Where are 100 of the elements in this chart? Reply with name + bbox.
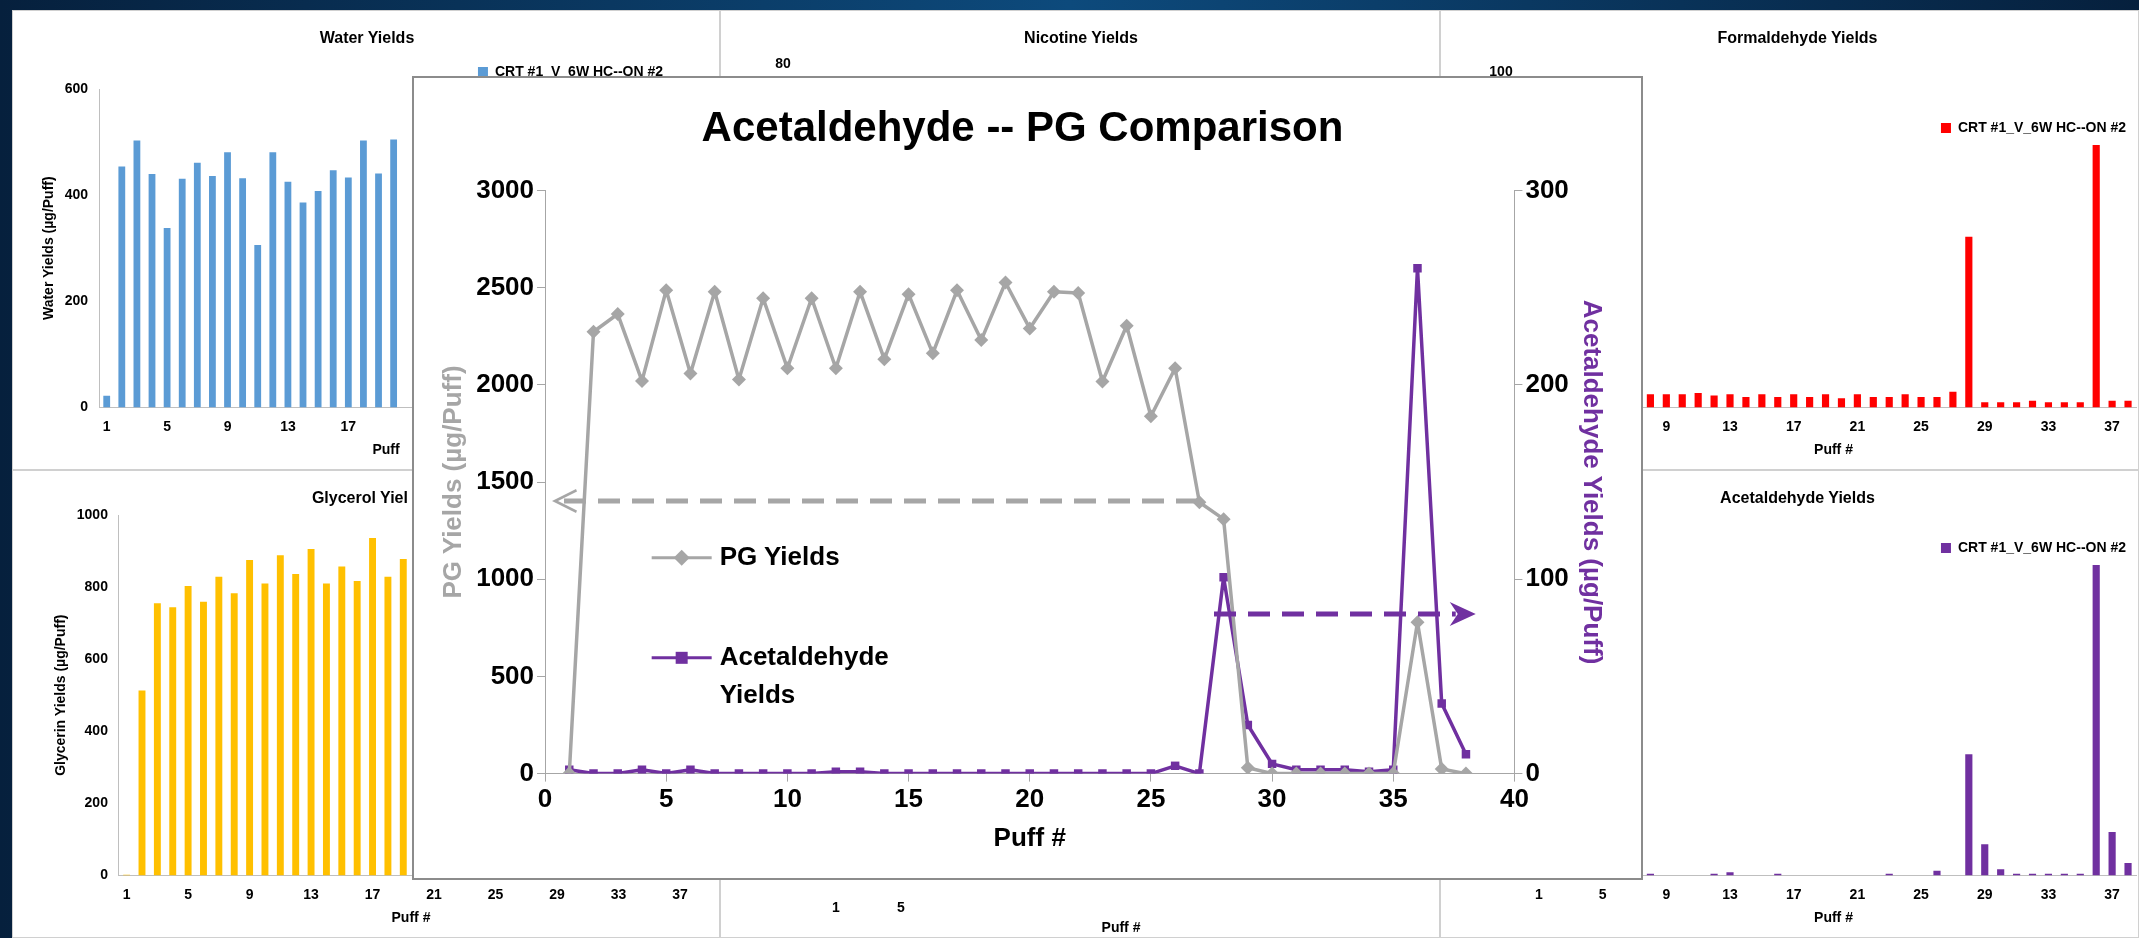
x-tick-label: 37 bbox=[2104, 885, 2121, 902]
y-axis-title: PG Yields (µg/Puff) bbox=[436, 365, 467, 599]
bar bbox=[1885, 396, 1893, 408]
bar bbox=[1806, 396, 1814, 408]
y-tick-label: 2500 bbox=[476, 270, 535, 301]
x-tick-label: 13 bbox=[303, 885, 320, 902]
bar bbox=[1997, 869, 2005, 876]
y-tick-label: 1000 bbox=[76, 505, 109, 522]
x-tick-label: 9 bbox=[223, 417, 232, 434]
y-tick-label: 0 bbox=[80, 398, 89, 415]
bar bbox=[2092, 565, 2100, 876]
bar bbox=[2013, 402, 2021, 408]
bar bbox=[1790, 394, 1798, 408]
chart-title: Acetaldehyde Yields bbox=[1720, 489, 1875, 507]
y-tick-label: 0 bbox=[100, 866, 109, 883]
bar bbox=[118, 166, 126, 408]
bar bbox=[184, 586, 192, 876]
bar bbox=[215, 576, 223, 876]
bar bbox=[193, 162, 201, 408]
point bbox=[1216, 512, 1231, 527]
bar bbox=[1710, 395, 1718, 408]
point bbox=[1143, 409, 1158, 424]
point bbox=[1119, 318, 1134, 333]
chart-title: Formaldehyde Yields bbox=[1717, 29, 1878, 47]
bar bbox=[224, 152, 231, 408]
bar bbox=[314, 190, 322, 408]
bar bbox=[269, 152, 277, 408]
point bbox=[925, 346, 940, 361]
bar bbox=[1901, 394, 1909, 408]
bar bbox=[1965, 754, 1973, 876]
x-tick-label: 1 bbox=[102, 417, 111, 434]
x-tick-label: 9 bbox=[1662, 885, 1671, 902]
x-tick-label: 25 bbox=[1913, 885, 1930, 902]
y-tick-label: 600 bbox=[64, 79, 89, 96]
bar bbox=[276, 555, 284, 876]
bar bbox=[1774, 396, 1782, 408]
point bbox=[1071, 286, 1086, 301]
point bbox=[998, 275, 1013, 290]
y-tick-label: 800 bbox=[84, 577, 109, 594]
point bbox=[1437, 699, 1446, 708]
bar bbox=[1726, 394, 1734, 408]
point bbox=[683, 366, 698, 381]
bar bbox=[1758, 394, 1766, 408]
bar bbox=[239, 178, 247, 408]
y-axis-title: Glycerin Yields (µg/Puff) bbox=[52, 614, 69, 776]
bar bbox=[369, 538, 377, 876]
y-tick-label: 500 bbox=[490, 659, 535, 690]
x-axis-title: Puff # bbox=[1814, 909, 1854, 926]
x-axis-title: Puff bbox=[372, 441, 401, 458]
y2-tick-label: 100 bbox=[1525, 562, 1569, 593]
bar bbox=[1694, 392, 1702, 408]
bar bbox=[103, 395, 111, 408]
x-tick-label: 35 bbox=[1378, 783, 1408, 814]
x-tick-label: 5 bbox=[1598, 885, 1607, 902]
x-tick-label: 29 bbox=[549, 885, 565, 902]
x-tick-label: 17 bbox=[1785, 885, 1802, 902]
x-tick-label: 21 bbox=[426, 885, 443, 902]
bar bbox=[353, 580, 361, 876]
x-tick-label: 9 bbox=[245, 885, 254, 902]
point bbox=[974, 333, 989, 348]
bar bbox=[1821, 394, 1830, 408]
bar bbox=[292, 574, 300, 876]
point bbox=[950, 283, 965, 298]
y-tick-label: 2000 bbox=[476, 367, 535, 398]
bar bbox=[360, 140, 367, 408]
bar bbox=[1662, 394, 1670, 408]
point bbox=[686, 765, 695, 774]
x-tick-label: 13 bbox=[1722, 885, 1739, 902]
text: Nicotine Yields bbox=[1024, 29, 1138, 47]
legend-label: CRT #1_V_6W HC--ON #2 bbox=[1957, 118, 2127, 135]
bar bbox=[307, 548, 315, 876]
x-tick-label: 15 bbox=[894, 783, 924, 814]
x-tick-label: 21 bbox=[1849, 885, 1866, 902]
y-tick-label: 1000 bbox=[476, 562, 535, 593]
bar bbox=[209, 176, 216, 408]
y-axis-title: Water Yields (µg/Puff) bbox=[40, 176, 57, 321]
bar bbox=[1997, 402, 2005, 408]
x-tick-label: 37 bbox=[2104, 417, 2121, 434]
x-tick-label: 37 bbox=[672, 885, 688, 902]
y-tick-label: 3000 bbox=[476, 173, 535, 204]
y-tick-label: 0 bbox=[519, 756, 535, 787]
y-tick-label: 200 bbox=[84, 794, 109, 811]
x-tick-label: 5 bbox=[184, 885, 193, 902]
bar bbox=[1981, 402, 1989, 408]
legend-label: PG Yields bbox=[719, 540, 840, 571]
y2-tick-label: 200 bbox=[1525, 367, 1569, 398]
x-tick-label: 13 bbox=[280, 417, 296, 434]
point bbox=[831, 767, 841, 774]
y-tick-label: 400 bbox=[64, 185, 89, 202]
text: 80 bbox=[775, 55, 791, 71]
x-tick-label: 30 bbox=[1257, 783, 1287, 814]
bar bbox=[1837, 398, 1846, 408]
bar bbox=[2108, 831, 2116, 876]
text: 5 bbox=[897, 899, 905, 915]
text: 100 bbox=[1489, 63, 1513, 79]
point bbox=[610, 307, 625, 322]
x-tick-label: 17 bbox=[364, 885, 381, 902]
legend-label: Acetaldehyde Yields bbox=[719, 640, 889, 709]
point bbox=[828, 361, 843, 376]
x-tick-label: 1 bbox=[122, 885, 131, 902]
